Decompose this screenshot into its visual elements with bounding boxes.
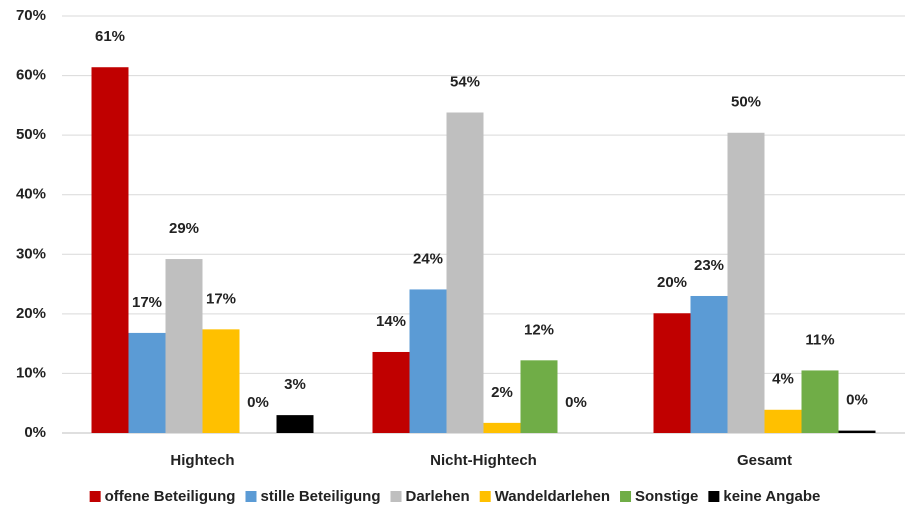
bar <box>202 329 240 433</box>
bar <box>727 132 765 433</box>
y-tick-label: 0% <box>24 424 46 441</box>
bar <box>764 409 802 433</box>
y-tick-label: 20% <box>16 305 46 322</box>
data-label: 54% <box>450 73 480 90</box>
y-tick-label: 70% <box>16 7 46 24</box>
data-label: 0% <box>247 394 269 411</box>
legend-label: stille Beteiligung <box>260 488 380 505</box>
data-label: 4% <box>772 371 794 388</box>
data-label: 2% <box>491 384 513 401</box>
legend-label: Darlehen <box>406 488 470 505</box>
data-label: 0% <box>565 394 587 411</box>
legend-swatch <box>708 491 720 502</box>
legend-label: Wandeldarlehen <box>495 488 610 505</box>
data-label: 20% <box>657 274 687 291</box>
y-tick-label: 30% <box>16 245 46 262</box>
y-tick-label: 50% <box>16 126 46 143</box>
legend-swatch <box>479 491 491 502</box>
bar <box>276 415 314 433</box>
data-label: 3% <box>284 376 306 393</box>
legend-label: keine Angabe <box>723 488 820 505</box>
bar <box>446 112 484 434</box>
data-label: 12% <box>524 321 554 338</box>
bar <box>801 370 839 433</box>
legend-swatch <box>245 491 257 502</box>
x-tick-label: Hightech <box>170 452 234 469</box>
y-tick-label: 40% <box>16 186 46 203</box>
bar <box>372 351 410 433</box>
x-tick-label: Nicht-Hightech <box>430 452 537 469</box>
bar <box>653 313 691 433</box>
bar <box>483 422 521 433</box>
data-label: 23% <box>694 257 724 274</box>
legend-swatch <box>620 491 632 502</box>
data-label: 24% <box>413 250 443 267</box>
y-tick-label: 10% <box>16 364 46 381</box>
data-label: 14% <box>376 313 406 330</box>
data-label: 50% <box>731 94 761 111</box>
bar <box>838 430 876 433</box>
data-label: 11% <box>805 331 834 348</box>
x-tick-label: Gesamt <box>737 452 792 469</box>
bar <box>520 360 558 433</box>
data-label: 17% <box>206 290 236 307</box>
data-label: 61% <box>95 28 125 45</box>
legend-label: offene Beteiligung <box>105 488 236 505</box>
bar <box>690 295 728 433</box>
data-label: 17% <box>132 294 162 311</box>
legend-swatch <box>89 491 101 502</box>
bar <box>128 332 166 433</box>
y-tick-label: 60% <box>16 67 46 84</box>
legend-swatch <box>390 491 402 502</box>
data-label: 29% <box>169 220 199 237</box>
bar <box>91 67 129 433</box>
bar <box>409 289 447 433</box>
data-label: 0% <box>846 392 868 409</box>
legend-label: Sonstige <box>635 488 698 505</box>
bar <box>165 259 203 433</box>
